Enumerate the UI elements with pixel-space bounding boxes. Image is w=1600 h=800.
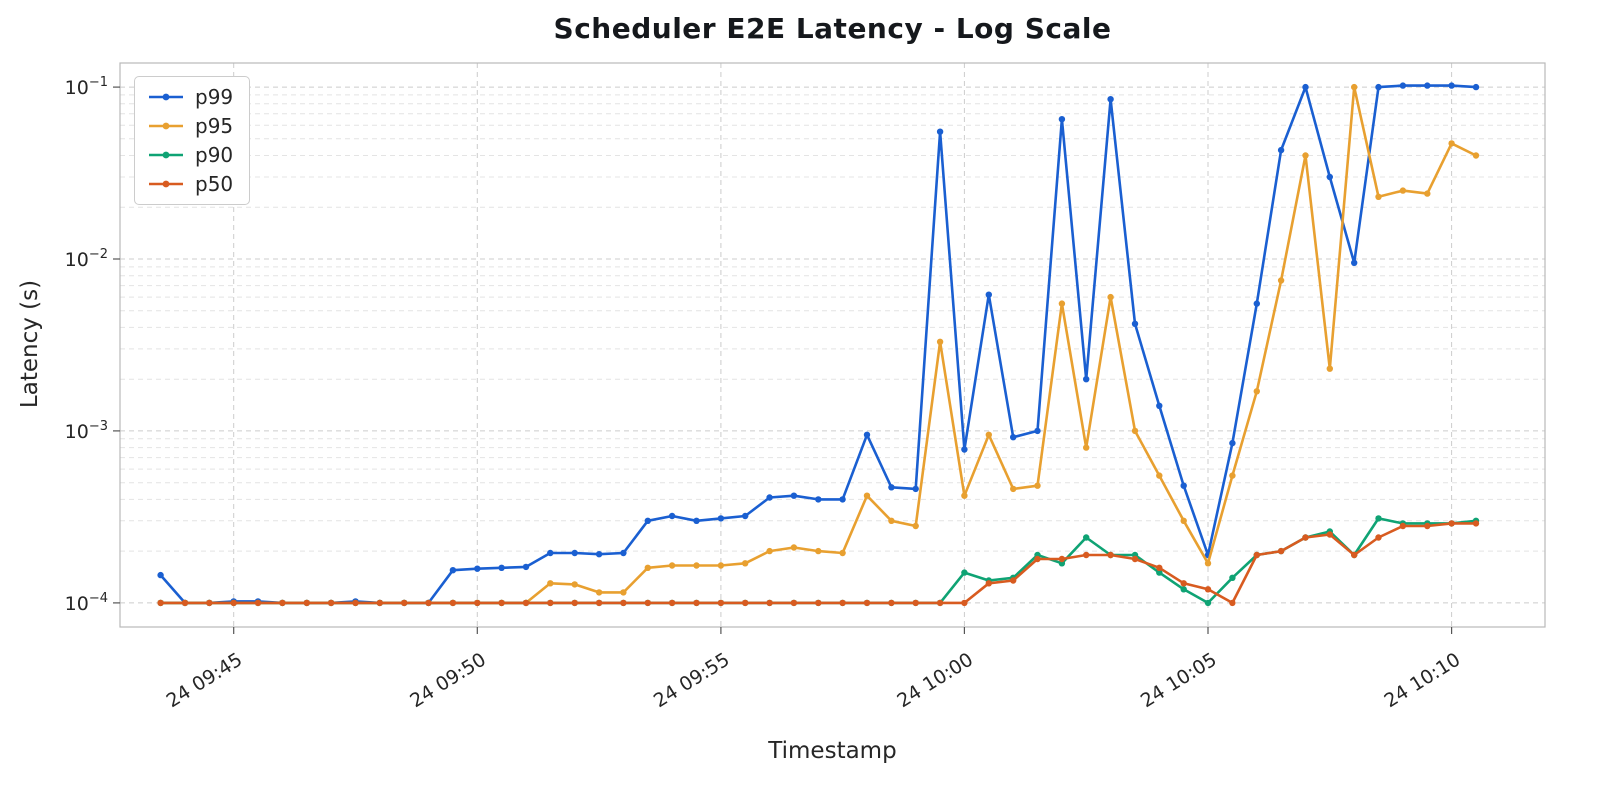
legend-line-marker-p50 (149, 180, 183, 188)
series-markers-p95 (157, 83, 1480, 607)
x-axis-label: Timestamp (768, 738, 897, 764)
y-axis-label: Latency (s) (17, 279, 43, 409)
series-line-p50 (159, 522, 1478, 605)
legend-item-p90: p90 (147, 145, 233, 165)
x-tick-label: 24 09:55 (650, 649, 734, 713)
x-tick-label: 24 09:50 (406, 649, 490, 713)
legend-line-marker-p99 (149, 93, 183, 101)
series-line-p99 (159, 84, 1478, 605)
series-markers-p90 (157, 515, 1480, 607)
y-tick-label: 10−3 (65, 419, 108, 443)
legend-item-p50: p50 (147, 174, 233, 194)
x-tick-label: 24 10:10 (1381, 649, 1465, 713)
y-tick-label: 10−1 (65, 75, 108, 99)
x-tick-label: 24 10:05 (1137, 649, 1221, 713)
legend: p99 p95 p90 p50 (134, 76, 251, 205)
minor-gridlines (120, 94, 1545, 552)
legend-line-marker-p90 (149, 151, 183, 159)
series-markers-p99 (157, 82, 1480, 607)
series-markers-p50 (157, 520, 1480, 607)
legend-label-p99: p99 (195, 85, 234, 109)
legend-label-p50: p50 (195, 172, 234, 196)
legend-item-p99: p99 (147, 87, 233, 107)
plot-border (119, 62, 1546, 628)
x-tick-label: 24 09:45 (163, 649, 247, 713)
chart-title: Scheduler E2E Latency - Log Scale (553, 12, 1112, 45)
legend-item-p95: p95 (147, 116, 233, 136)
y-tick-label: 10−2 (65, 247, 108, 271)
legend-label-p90: p90 (195, 143, 234, 167)
series-line-p90 (159, 517, 1478, 605)
y-tick-label: 10−4 (65, 591, 108, 615)
x-tick-label: 24 10:00 (893, 649, 977, 713)
legend-line-marker-p95 (149, 122, 183, 130)
legend-label-p95: p95 (195, 114, 234, 138)
